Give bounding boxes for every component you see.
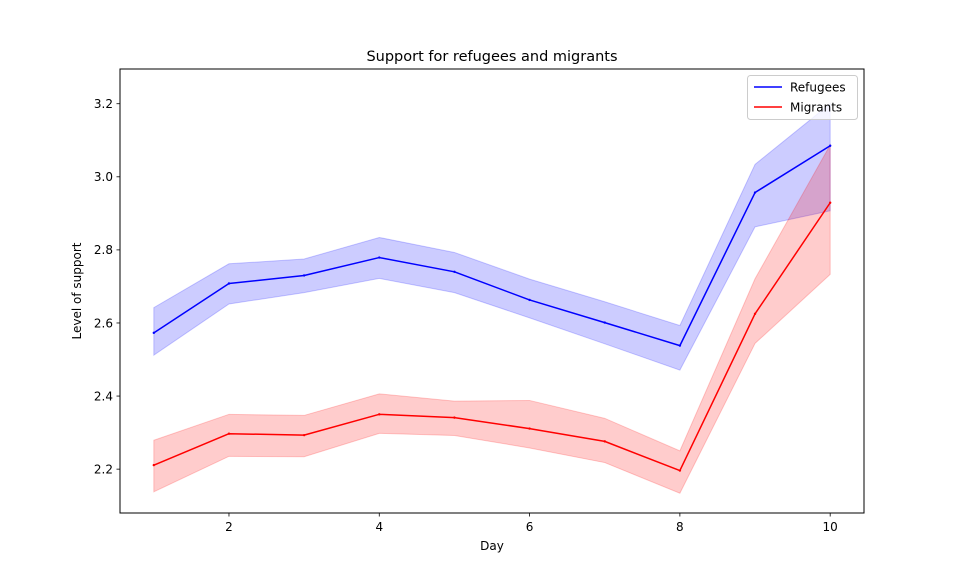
refugees-point: [378, 256, 381, 259]
chart-title: Support for refugees and migrants: [366, 49, 617, 65]
refugees-point: [678, 344, 682, 347]
x-tick-label: 6: [526, 520, 534, 534]
refugees-point: [753, 191, 757, 194]
series-lines: [152, 144, 832, 472]
migrants-point: [302, 433, 306, 437]
refugees-confidence-band: [153, 102, 831, 371]
x-tick-label: 2: [225, 520, 233, 534]
y-axis-label: Level of support: [70, 242, 84, 339]
plot-frame: [119, 68, 865, 514]
legend-label-refugees: Refugees: [790, 80, 846, 94]
migrants-point: [453, 416, 456, 419]
migrants-point: [678, 469, 682, 472]
refugees-point: [603, 321, 606, 324]
refugees-point: [302, 274, 306, 277]
migrants-point: [753, 312, 757, 316]
migrants-point: [378, 413, 381, 416]
x-tick-label: 8: [676, 520, 684, 534]
legend-label-migrants: Migrants: [790, 100, 842, 114]
migrants-point: [227, 432, 231, 435]
y-tick-label: 2.4: [94, 389, 113, 403]
x-tick-label: 4: [375, 520, 383, 534]
refugees-point: [453, 270, 456, 274]
refugees-point: [152, 331, 156, 335]
x-axis-label: Day: [480, 539, 504, 553]
legend: Refugees Migrants: [747, 75, 858, 120]
refugees-line: [153, 145, 831, 347]
refugees-point: [828, 144, 832, 147]
refugees-point: [227, 282, 231, 285]
migrants-point: [603, 440, 606, 443]
y-tick-label: 2.8: [94, 243, 113, 257]
migrants-point: [528, 427, 531, 430]
x-tick-label: 10: [823, 520, 838, 534]
y-tick-label: 3.2: [94, 97, 113, 111]
migrants-line: [153, 202, 831, 472]
migrants-point: [152, 463, 156, 467]
y-tick-label: 3.0: [94, 170, 113, 184]
refugees-point: [528, 298, 531, 302]
x-axis: 2 4 6 8 10: [225, 513, 838, 534]
y-tick-label: 2.2: [94, 462, 113, 476]
y-axis: 2.2 2.4 2.6 2.8 3.0 3.2: [94, 97, 120, 476]
y-tick-label: 2.6: [94, 316, 113, 330]
migrants-point: [828, 201, 832, 204]
